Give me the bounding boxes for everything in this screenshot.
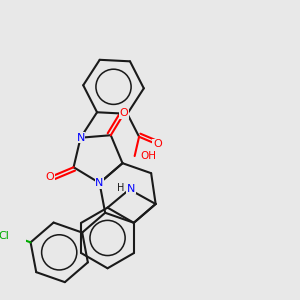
Text: O: O	[120, 108, 128, 118]
Text: N: N	[76, 133, 85, 143]
Text: Cl: Cl	[0, 231, 9, 241]
Text: OH: OH	[140, 151, 156, 161]
Text: H: H	[117, 183, 124, 193]
Text: N: N	[127, 184, 135, 194]
Text: O: O	[153, 140, 162, 149]
Text: N: N	[95, 178, 104, 188]
Text: O: O	[46, 172, 54, 182]
